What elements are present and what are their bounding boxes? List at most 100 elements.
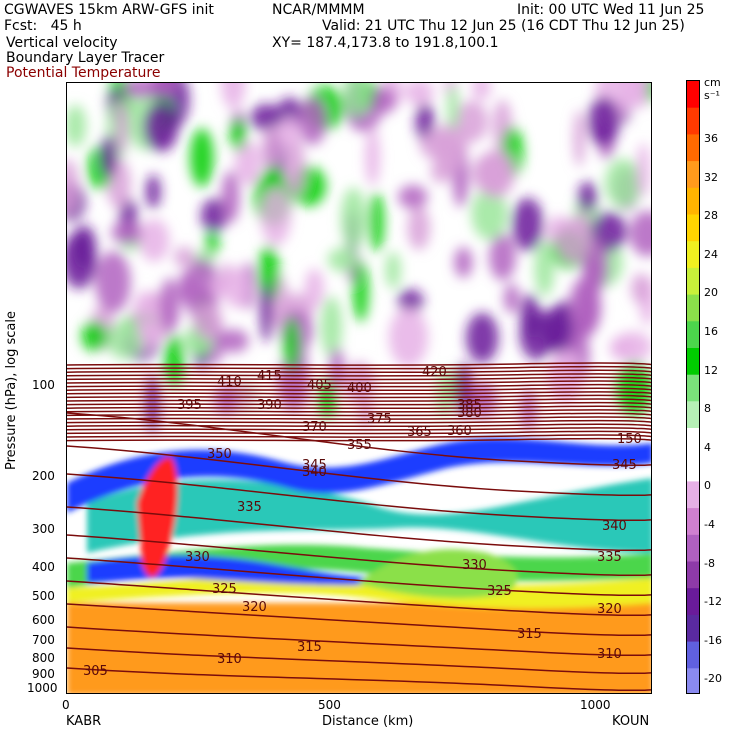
velocity-cell [200,198,227,233]
velocity-cell [320,296,343,358]
velocity-cell [139,218,170,262]
velocity-cell [221,170,240,223]
theta-label: 355 [347,438,372,453]
colorbar-tick: 8 [704,402,711,415]
velocity-cell [447,84,460,131]
velocity-cell [621,83,645,108]
colorbar-swatch [687,214,699,242]
velocity-cell [630,273,650,304]
colorbar-unit: cm s⁻¹ [704,76,721,102]
velocity-cell [205,229,220,256]
colorbar-tick: -4 [704,518,715,531]
field-vertical-velocity: Vertical velocity [6,35,118,51]
colorbar-tick: 20 [704,286,718,299]
theta-contour [67,387,651,392]
velocity-cell [614,331,651,362]
velocity-cell [472,152,512,194]
velocity-cell [159,277,180,333]
colorbar-tick: 16 [704,325,718,338]
colorbar-tick: 28 [704,209,718,222]
velocity-cell [115,100,129,154]
theta-label: 390 [257,398,282,413]
y-tick-400: 400 [32,560,55,574]
theta-contour [67,412,651,417]
theta-contour [67,369,651,374]
velocity-cell [455,100,489,143]
velocity-cell [604,158,642,208]
forecast-hour: Fcst: 45 h [4,18,82,34]
velocity-cell [67,104,87,147]
velocity-cell [555,218,591,264]
x-axis-label: Distance (km) [322,714,414,729]
velocity-cell [471,187,508,240]
colorbar-swatch [687,374,699,402]
velocity-cell [192,302,223,341]
velocity-cell [283,316,301,372]
colorbar-tick: 12 [704,364,718,377]
velocity-cell [145,174,161,209]
velocity-cell [71,224,97,270]
colorbar-swatch [687,668,699,693]
velocity-cell [352,261,369,322]
velocity-cell [189,128,214,187]
start-station: KABR [66,714,102,729]
theta-contour [67,419,651,424]
theta-label: 325 [212,582,237,597]
colorbar-swatch [687,348,699,376]
y-tick-300: 300 [32,522,55,536]
theta-contour [67,427,651,431]
theta-contour [67,391,651,395]
green-tongue [357,549,518,599]
velocity-cell [250,103,282,132]
colorbar [686,80,700,694]
colorbar-swatch [687,641,699,669]
velocity-cell [284,135,305,196]
colorbar-swatch [687,241,699,269]
theta-label: 420 [422,365,447,380]
theta-contour [67,534,651,577]
y-axis-label: Pressure (hPa), log scale [4,311,19,470]
velocity-cell [388,307,429,368]
theta-contour [67,394,651,399]
theta-label: 405 [307,378,332,393]
theta-label: 350 [207,447,232,462]
velocity-cell [277,116,300,148]
velocity-cell [629,210,651,257]
velocity-cell [340,187,366,249]
field-bl-tracer: Boundary Layer Tracer [6,50,165,66]
colorbar-tick: 36 [704,132,718,145]
velocity-cell [95,251,131,313]
colorbar-swatch [687,534,699,562]
velocity-cell [106,321,144,359]
theta-contour [67,373,651,377]
velocity-cell [365,127,380,186]
velocity-cell [122,83,157,99]
colorbar-swatch [687,401,699,429]
velocity-cell [368,192,385,252]
velocity-cell [164,334,185,386]
theta-contour [67,437,651,442]
colorbar-swatch [687,294,699,322]
theta-contour [67,445,651,497]
velocity-cell [503,283,520,314]
velocity-cell [230,118,247,151]
velocity-cell [578,181,597,213]
colorbar-swatch [687,508,699,536]
velocity-cell [519,309,554,361]
y-tick-100: 100 [32,378,55,392]
velocity-cell [81,320,108,352]
y-tick-800: 800 [32,651,55,665]
colorbar-tick: 24 [704,248,718,261]
y-tick-600: 600 [32,613,55,627]
velocity-cell [327,247,359,272]
theta-label: 380 [457,406,482,421]
velocity-cell [385,251,401,289]
theta-contour [67,423,651,428]
colorbar-svg [687,81,699,693]
cross-section-plot: 305 310 310 315 315 320 320 325 325 330 330 335 335 3… [66,82,652,694]
theta-label: 315 [517,627,542,642]
y-tick-1000: 1000 [27,681,58,695]
theta-label: 410 [217,375,242,390]
